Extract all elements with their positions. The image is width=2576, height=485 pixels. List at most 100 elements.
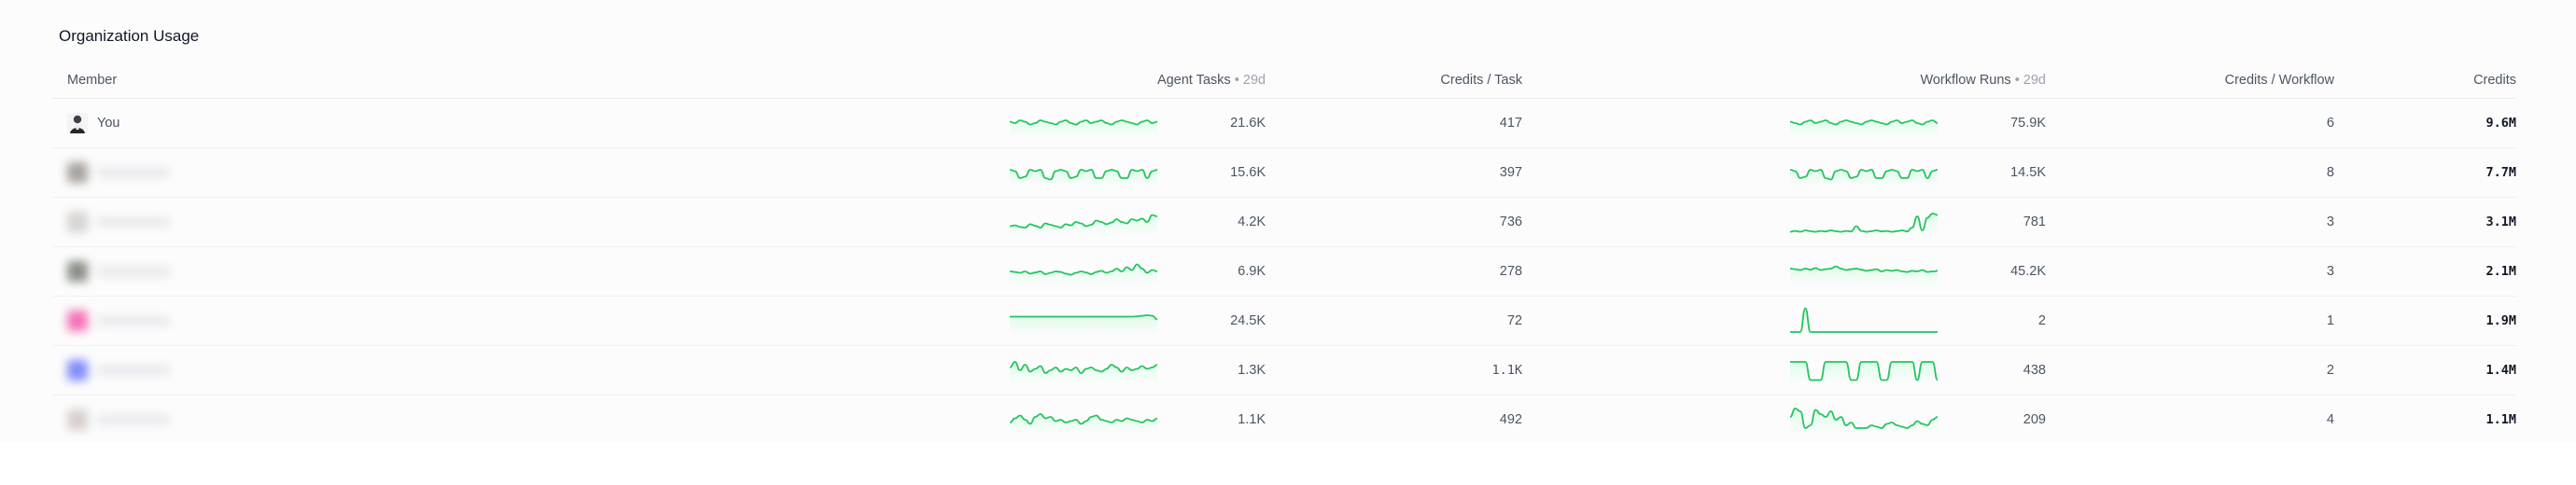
member-cell (67, 247, 170, 296)
agent-tasks-value: 1.3K (1238, 363, 1266, 378)
agent-tasks-value: 4.2K (1238, 215, 1266, 229)
sparkline-line (1789, 213, 1939, 233)
credits-value: 2.1M (2485, 264, 2516, 279)
credits-per-workflow-value: 2 (2326, 363, 2334, 378)
sparkline-area (1790, 120, 1938, 137)
member-cell (67, 198, 170, 246)
workflow-runs-sparkline (1789, 307, 1938, 335)
workflow-runs-value: 45.2K (2010, 264, 2046, 279)
sparkline-line (1789, 119, 1939, 126)
agent-tasks-sparkline (1009, 257, 1158, 285)
workflow-runs-sparkline (1789, 208, 1939, 236)
page-title: Organization Usage (59, 27, 200, 45)
agent-tasks-value: 1.1K (1238, 412, 1266, 427)
header-credits[interactable]: Credits (2473, 73, 2516, 88)
member-name-redacted (97, 168, 170, 177)
table-row[interactable]: 1.3K 1.1K 438 2 1.4M (52, 346, 2516, 395)
sparkline-line (1010, 314, 1158, 321)
credits-per-task-value: 72 (1506, 313, 1522, 328)
agent-tasks-sparkline (1009, 208, 1158, 236)
workflow-runs-value: 14.5K (2010, 165, 2046, 180)
header-agent-tasks[interactable]: Agent Tasks • 29d (1156, 73, 1266, 88)
table-row[interactable]: 4.2K 736 781 3 3.1M (52, 198, 2516, 247)
agent-tasks-sparkline (1010, 307, 1158, 335)
member-cell: You (67, 99, 119, 147)
user-photo-icon (67, 113, 88, 133)
member-name-redacted (97, 415, 170, 424)
sparkline-area (1790, 266, 1938, 285)
table-row[interactable]: 15.6K 397 14.5K 8 7.7M (52, 148, 2516, 198)
header-credits-per-task[interactable]: Credits / Task (1440, 73, 1522, 88)
credits-per-task-value: 397 (1499, 165, 1522, 180)
sparkline-line (1009, 119, 1158, 126)
workflow-runs-sparkline (1789, 109, 1939, 137)
table-header: Member Agent Tasks • 29d Credits / Task … (52, 62, 2516, 99)
sparkline-area (1790, 362, 1938, 384)
sparkline-area (1790, 170, 1938, 187)
sparkline-line (1789, 265, 1939, 273)
agent-tasks-sparkline (1009, 406, 1158, 434)
sparkline-area (1010, 414, 1157, 434)
user-avatar-icon (67, 360, 88, 381)
member-name-redacted (97, 267, 170, 276)
sparkline-line (1789, 169, 1939, 181)
usage-table: Member Agent Tasks • 29d Credits / Task … (52, 62, 2516, 442)
member-name-redacted (97, 217, 170, 227)
workflow-runs-value: 438 (2023, 363, 2046, 378)
member-name-redacted (97, 316, 170, 326)
header-workflow-runs-period: • 29d (2010, 73, 2046, 88)
header-credits-per-workflow[interactable]: Credits / Workflow (2224, 73, 2334, 88)
credits-per-task-value: 278 (1499, 264, 1522, 279)
agent-tasks-sparkline (1009, 109, 1158, 137)
member-name-redacted (97, 366, 170, 375)
workflow-runs-sparkline (1789, 257, 1939, 285)
sparkline-line (1789, 307, 1938, 333)
credits-per-task-value: 736 (1499, 215, 1522, 229)
sparkline-line (1790, 361, 1939, 381)
workflow-runs-value: 75.9K (2010, 116, 2046, 131)
credits-value: 1.1M (2485, 412, 2516, 427)
member-cell (67, 395, 170, 442)
table-row[interactable]: You 21.6K 417 75.9K 6 9.6M (52, 99, 2516, 148)
member-cell (67, 148, 170, 197)
table-row[interactable]: 1.1K 492 209 4 1.1M (52, 395, 2516, 442)
workflow-runs-value: 781 (2023, 215, 2046, 229)
agent-tasks-value: 6.9K (1238, 264, 1266, 279)
credits-per-task-value: 1.1K (1491, 363, 1522, 378)
agent-tasks-sparkline (1009, 159, 1158, 187)
credits-per-task-value: 417 (1499, 116, 1522, 131)
header-member[interactable]: Member (67, 73, 118, 88)
agent-tasks-sparkline (1009, 356, 1158, 384)
credits-per-task-value: 492 (1499, 412, 1522, 427)
credits-per-workflow-value: 8 (2326, 165, 2334, 180)
user-avatar-icon (67, 409, 88, 430)
sparkline-area (1010, 315, 1157, 335)
credits-value: 9.6M (2485, 116, 2516, 131)
credits-value: 7.7M (2485, 165, 2516, 180)
sparkline-line (1009, 169, 1158, 181)
agent-tasks-value: 15.6K (1230, 165, 1266, 180)
table-row[interactable]: 6.9K 278 45.2K 3 2.1M (52, 247, 2516, 297)
organization-usage-panel: Organization Usage Member Agent Tasks • … (52, 27, 2516, 442)
user-avatar-icon (67, 162, 88, 183)
sparkline-line (1009, 214, 1158, 229)
credits-per-workflow-value: 6 (2326, 116, 2334, 131)
credits-value: 1.4M (2485, 363, 2516, 378)
header-workflow-runs[interactable]: Workflow Runs • 29d (1920, 73, 2046, 88)
workflow-runs-sparkline (1789, 406, 1939, 434)
header-agent-tasks-period: • 29d (1230, 73, 1266, 88)
credits-per-workflow-value: 3 (2326, 215, 2334, 229)
agent-tasks-value: 24.5K (1230, 313, 1266, 328)
credits-value: 3.1M (2485, 215, 2516, 229)
sparkline-area (1010, 120, 1157, 137)
member-name: You (97, 116, 120, 131)
table-row[interactable]: 24.5K 72 2 1 1.9M (52, 297, 2516, 346)
workflow-runs-sparkline (1789, 159, 1939, 187)
user-avatar-icon (67, 261, 88, 282)
table-body: You 21.6K 417 75.9K 6 9.6M 15.6K 397 14.5K 8 7.7M 4… (52, 99, 2516, 442)
sparkline-line (1009, 413, 1158, 425)
sparkline-area (1010, 264, 1157, 285)
workflow-runs-value: 209 (2023, 412, 2046, 427)
sparkline-area (1010, 362, 1157, 384)
credits-per-workflow-value: 4 (2326, 412, 2334, 427)
